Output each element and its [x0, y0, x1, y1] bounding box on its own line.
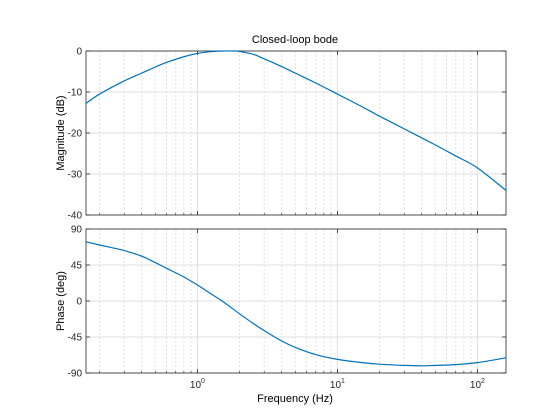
phase-ytick-label: -90	[68, 369, 83, 380]
phase-ytick-label: 45	[71, 261, 83, 272]
magnitude-ytick-label: -10	[68, 88, 83, 99]
magnitude-ytick-label: -40	[68, 211, 83, 222]
magnitude-ytick-label: 0	[76, 47, 82, 58]
phase-y-axis-label: Phase (deg)	[55, 271, 67, 331]
phase-ytick-label: 90	[71, 225, 83, 236]
phase-ytick-label: 0	[76, 297, 82, 308]
x-axis-label: Frequency (Hz)	[257, 393, 333, 405]
magnitude-y-axis-label: Magnitude (dB)	[55, 95, 67, 170]
chart-title: Closed-loop bode	[252, 34, 338, 46]
phase-ytick-label: -45	[68, 333, 83, 344]
magnitude-ytick-label: -20	[68, 129, 83, 140]
magnitude-ytick-label: -30	[68, 170, 83, 181]
